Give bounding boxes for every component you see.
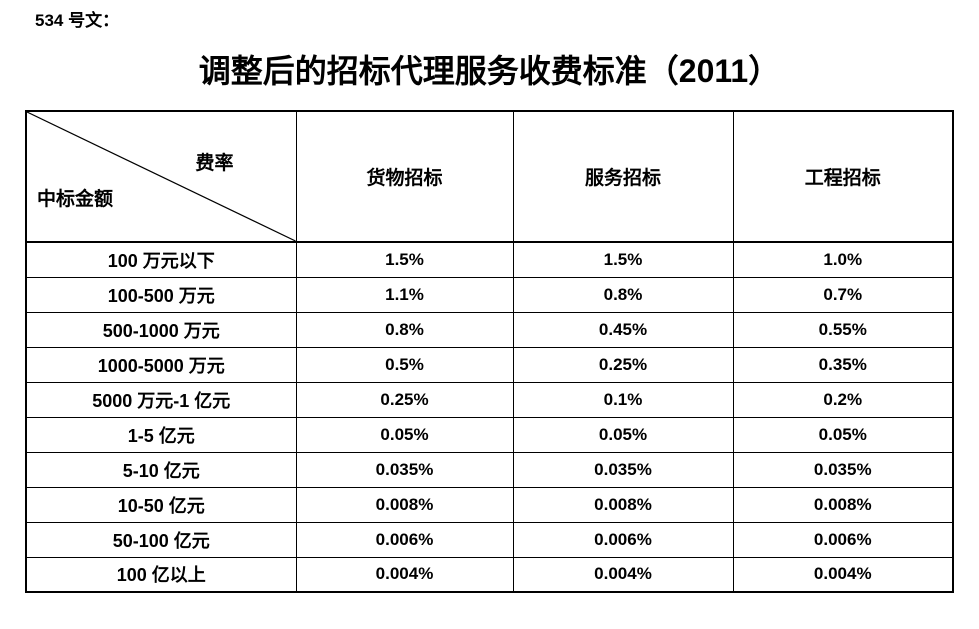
column-header-services: 服务招标 (512, 110, 734, 243)
table-row: 1000-5000 万元 0.5% 0.25% 0.35% (25, 346, 954, 383)
row-label-cell: 1000-5000 万元 (25, 346, 297, 383)
table-row: 5000 万元-1 亿元 0.25% 0.1% 0.2% (25, 381, 954, 418)
rate-cell: 0.7% (732, 276, 954, 313)
row-label-cell: 100-500 万元 (25, 276, 297, 313)
rate-cell: 0.8% (295, 311, 514, 348)
rate-cell: 0.25% (295, 381, 514, 418)
rate-cell: 1.5% (295, 241, 514, 278)
row-label-cell: 50-100 亿元 (25, 521, 297, 558)
header-row: 费率 中标金额 货物招标 服务招标 工程招标 (25, 110, 954, 243)
corner-header-cell: 费率 中标金额 (25, 110, 297, 243)
rate-cell: 0.035% (732, 451, 954, 488)
column-header-goods: 货物招标 (295, 110, 514, 243)
rate-cell: 0.5% (295, 346, 514, 383)
rate-cell: 0.05% (732, 416, 954, 453)
rate-cell: 0.25% (512, 346, 734, 383)
rate-cell: 0.05% (512, 416, 734, 453)
row-label-cell: 500-1000 万元 (25, 311, 297, 348)
table-row: 50-100 亿元 0.006% 0.006% 0.006% (25, 521, 954, 558)
rate-cell: 0.008% (295, 486, 514, 523)
row-label-cell: 1-5 亿元 (25, 416, 297, 453)
row-label-cell: 5000 万元-1 亿元 (25, 381, 297, 418)
diagonal-line-icon (27, 112, 296, 241)
table-row: 1-5 亿元 0.05% 0.05% 0.05% (25, 416, 954, 453)
table-row: 100 万元以下 1.5% 1.5% 1.0% (25, 241, 954, 278)
table-row: 100 亿以上 0.004% 0.004% 0.004% (25, 556, 954, 593)
rate-cell: 0.35% (732, 346, 954, 383)
row-label-cell: 5-10 亿元 (25, 451, 297, 488)
row-label-cell: 100 万元以下 (25, 241, 297, 278)
rate-cell: 0.035% (512, 451, 734, 488)
rate-cell: 0.006% (512, 521, 734, 558)
column-header-works: 工程招标 (732, 110, 954, 243)
fee-rate-table: 费率 中标金额 货物招标 服务招标 工程招标 100 万元以下 1.5% 1.5… (25, 110, 954, 593)
table-row: 100-500 万元 1.1% 0.8% 0.7% (25, 276, 954, 313)
corner-label-rate: 费率 (195, 153, 234, 174)
rate-cell: 0.05% (295, 416, 514, 453)
rate-cell: 0.004% (512, 556, 734, 593)
rate-cell: 1.1% (295, 276, 514, 313)
rate-cell: 0.1% (512, 381, 734, 418)
row-label-cell: 10-50 亿元 (25, 486, 297, 523)
rate-cell: 0.035% (295, 451, 514, 488)
table-row: 500-1000 万元 0.8% 0.45% 0.55% (25, 311, 954, 348)
rate-cell: 0.006% (295, 521, 514, 558)
rate-cell: 0.8% (512, 276, 734, 313)
rate-cell: 0.004% (732, 556, 954, 593)
rate-cell: 1.0% (732, 241, 954, 278)
rate-cell: 0.008% (512, 486, 734, 523)
rate-cell: 0.45% (512, 311, 734, 348)
rate-cell: 0.2% (732, 381, 954, 418)
rate-cell: 0.004% (295, 556, 514, 593)
table-row: 10-50 亿元 0.008% 0.008% 0.008% (25, 486, 954, 523)
row-label-cell: 100 亿以上 (25, 556, 297, 593)
rate-cell: 0.55% (732, 311, 954, 348)
page-title: 调整后的招标代理服务收费标准（2011） (198, 53, 781, 89)
rate-cell: 0.008% (732, 486, 954, 523)
doc-number-label: 534 号文： (35, 11, 120, 30)
rate-cell: 1.5% (512, 241, 734, 278)
rate-cell: 0.006% (732, 521, 954, 558)
table-row: 5-10 亿元 0.035% 0.035% 0.035% (25, 451, 954, 488)
corner-label-amount: 中标金额 (37, 189, 114, 210)
